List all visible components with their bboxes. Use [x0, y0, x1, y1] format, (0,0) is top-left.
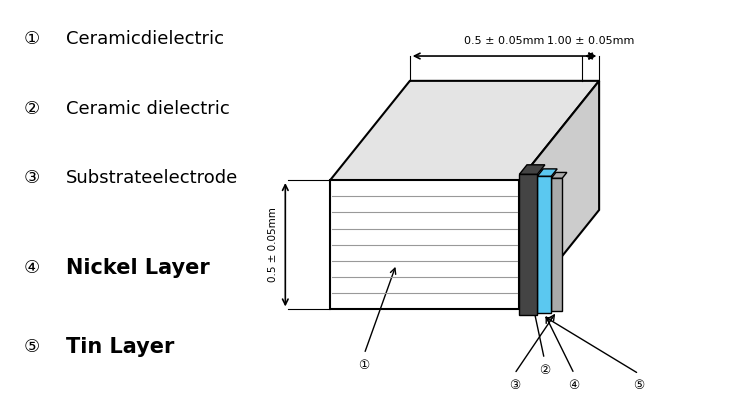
Text: ④: ④ — [23, 259, 40, 277]
Text: ②: ② — [539, 364, 550, 377]
Text: Substrateelectrode: Substrateelectrode — [66, 169, 239, 187]
Text: ②: ② — [23, 100, 40, 118]
Text: ③: ③ — [509, 379, 520, 392]
Text: ①: ① — [23, 30, 40, 48]
Text: Nickel Layer: Nickel Layer — [66, 258, 210, 278]
Polygon shape — [537, 176, 551, 313]
Text: ③: ③ — [23, 169, 40, 187]
Text: ⑤: ⑤ — [23, 338, 40, 356]
Polygon shape — [520, 81, 599, 309]
Polygon shape — [537, 169, 557, 176]
Text: Ceramicdielectric: Ceramicdielectric — [66, 30, 224, 48]
Text: ①: ① — [359, 359, 370, 372]
Text: 0.5 ± 0.05mm: 0.5 ± 0.05mm — [269, 207, 278, 282]
Polygon shape — [520, 174, 537, 315]
Polygon shape — [551, 178, 562, 311]
Text: Ceramic dielectric: Ceramic dielectric — [66, 100, 230, 118]
Polygon shape — [330, 81, 599, 180]
Text: Tin Layer: Tin Layer — [66, 337, 175, 357]
Polygon shape — [520, 165, 545, 174]
Polygon shape — [330, 180, 520, 309]
Text: 1.00 ± 0.05mm: 1.00 ± 0.05mm — [547, 36, 634, 46]
Text: 0.5 ± 0.05mm: 0.5 ± 0.05mm — [465, 36, 545, 46]
Polygon shape — [551, 173, 567, 178]
Text: ⑤: ⑤ — [633, 379, 644, 392]
Text: ④: ④ — [569, 379, 580, 392]
